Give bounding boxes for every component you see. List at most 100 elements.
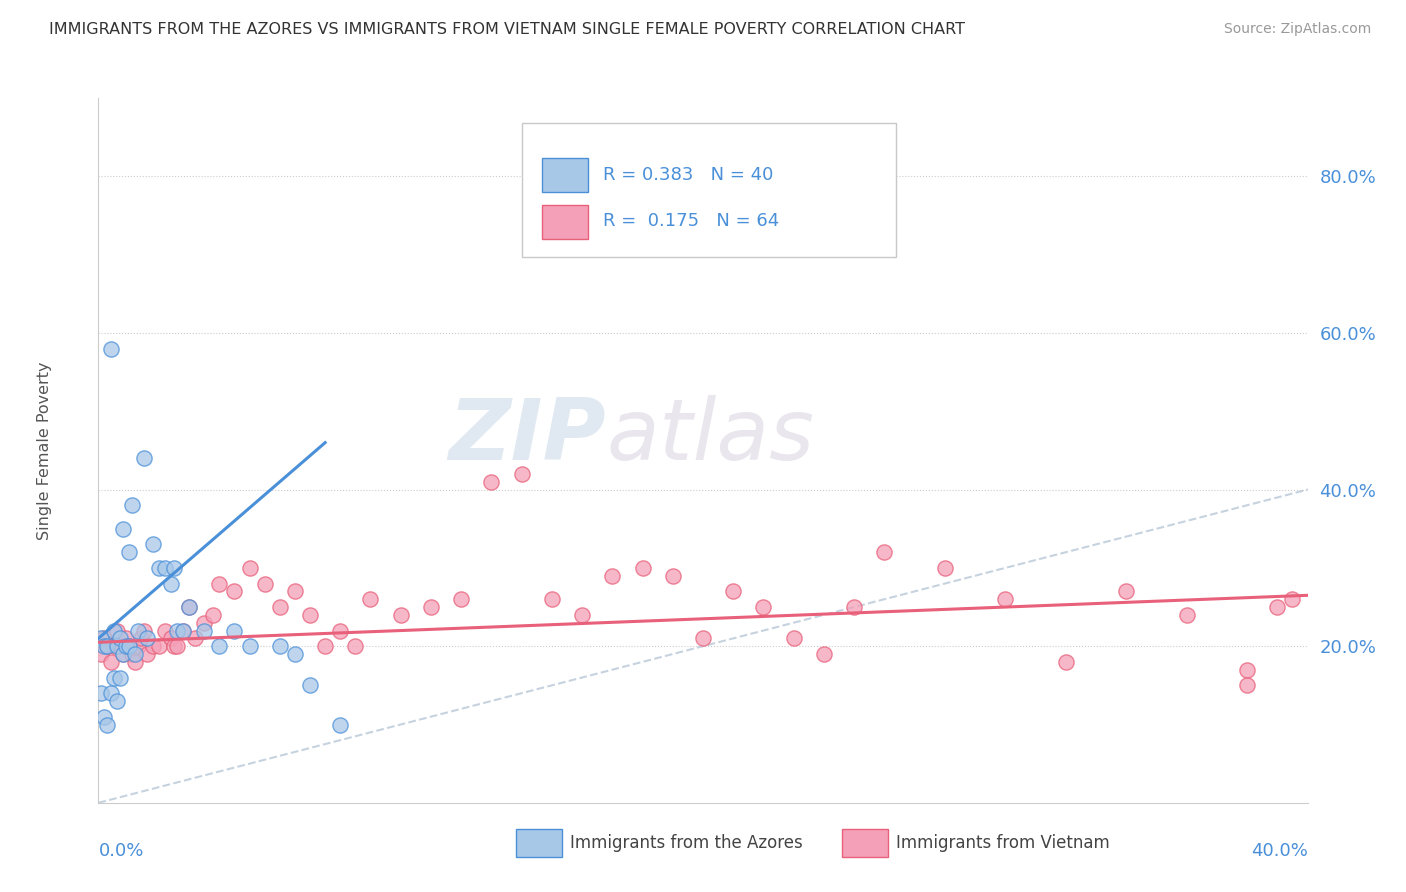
Point [90,632,112,646]
Point [96,639,118,653]
Point [692,632,714,646]
Point [100,342,122,356]
Point [148,561,170,575]
Point [160,576,183,591]
Point [269,639,291,653]
Point [148,639,170,653]
Point [239,639,262,653]
Text: Single Female Poverty: Single Female Poverty [37,361,52,540]
Point [93,632,115,646]
Point [103,671,125,685]
Point [124,647,146,661]
Point [481,475,503,489]
Point [723,584,745,599]
Point [105,694,128,708]
Text: Immigrants from Vietnam: Immigrants from Vietnam [897,834,1111,852]
Point [118,545,141,559]
Point [90,686,112,700]
Point [269,600,291,615]
Point [108,639,131,653]
Point [934,561,956,575]
Point [873,545,896,559]
Point [179,600,201,615]
Text: ZIP: ZIP [449,395,606,478]
FancyBboxPatch shape [522,123,897,257]
Point [314,639,336,653]
Point [96,717,118,731]
Point [420,600,443,615]
Text: R =  0.175   N = 64: R = 0.175 N = 64 [603,212,779,230]
Point [129,632,152,646]
Point [114,639,136,653]
Point [111,647,134,661]
Point [450,592,472,607]
Point [127,624,149,638]
Point [571,607,593,622]
Point [114,632,136,646]
Point [96,639,118,653]
FancyBboxPatch shape [516,829,561,857]
Point [163,561,186,575]
Point [135,632,157,646]
Text: 0.0%: 0.0% [98,841,143,860]
Point [111,522,134,536]
Point [166,639,188,653]
Point [1236,678,1258,692]
FancyBboxPatch shape [543,158,588,192]
Point [783,632,806,646]
Point [284,584,307,599]
Point [121,647,143,661]
Point [344,639,367,653]
Point [93,639,115,653]
Point [844,600,866,615]
Text: IMMIGRANTS FROM THE AZORES VS IMMIGRANTS FROM VIETNAM SINGLE FEMALE POVERTY CORR: IMMIGRANTS FROM THE AZORES VS IMMIGRANTS… [49,22,965,37]
Text: Source: ZipAtlas.com: Source: ZipAtlas.com [1223,22,1371,37]
Point [118,639,141,653]
Point [224,584,246,599]
Point [179,600,201,615]
Point [124,655,146,669]
Point [132,451,155,466]
Point [163,639,186,653]
Text: 40.0%: 40.0% [1251,841,1308,860]
Point [90,647,112,661]
Point [160,632,183,646]
Point [142,639,165,653]
Point [1115,584,1137,599]
Point [132,624,155,638]
Point [103,624,125,638]
Point [142,537,165,551]
Point [153,561,176,575]
Point [1175,607,1198,622]
Text: R = 0.383   N = 40: R = 0.383 N = 40 [603,166,773,184]
Point [193,624,215,638]
Point [752,600,775,615]
Point [631,561,654,575]
Point [662,568,685,582]
Point [172,624,194,638]
Point [360,592,382,607]
Point [100,655,122,669]
Point [389,607,412,622]
Point [224,624,246,638]
Point [93,709,115,723]
Point [253,576,276,591]
Point [166,624,188,638]
Point [111,647,134,661]
Point [602,568,624,582]
Point [105,639,128,653]
Point [1281,592,1303,607]
Point [193,615,215,630]
Point [135,647,157,661]
Point [329,717,352,731]
Text: atlas: atlas [606,395,814,478]
Point [184,632,207,646]
Point [284,647,307,661]
Point [108,632,131,646]
Point [202,607,225,622]
Point [239,561,262,575]
Point [108,671,131,685]
Point [105,624,128,638]
Point [121,498,143,512]
Text: Immigrants from the Azores: Immigrants from the Azores [569,834,803,852]
